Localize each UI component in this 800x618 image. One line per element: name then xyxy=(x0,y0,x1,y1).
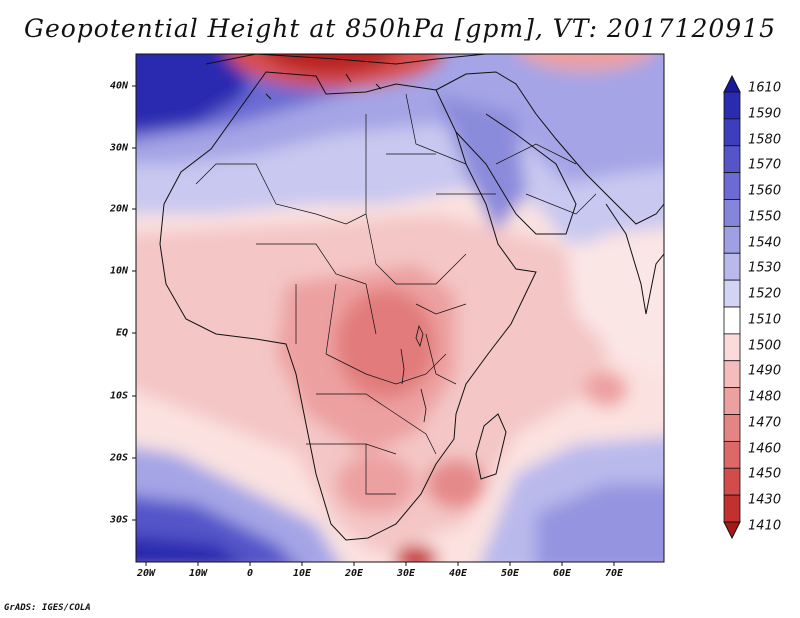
x-ticks xyxy=(145,562,615,566)
colorbar-label: 1580 xyxy=(748,132,782,148)
x-label-50e: 50E xyxy=(500,568,520,579)
y-label-20s: 20S xyxy=(109,452,128,464)
colorbar-label: 1430 xyxy=(748,492,782,508)
colorbar-label: 1550 xyxy=(748,209,782,225)
colorbar-swatch xyxy=(723,467,741,496)
y-label-10n: 10N xyxy=(109,265,128,277)
colorbar-swatch xyxy=(723,279,741,308)
y-label-10s: 10S xyxy=(109,390,128,402)
colorbar-swatch xyxy=(723,145,741,174)
x-label-10e: 10E xyxy=(292,568,312,579)
colorbar-label: 1450 xyxy=(748,466,782,482)
x-label-20w: 20W xyxy=(136,568,156,579)
colorbar-label: 1520 xyxy=(748,286,782,302)
colorbar-swatch xyxy=(723,199,741,227)
colorbar-label: 1460 xyxy=(748,441,782,457)
colorbar-label: 1470 xyxy=(748,415,782,431)
colorbar-swatch xyxy=(723,91,741,120)
colorbar-label: 1590 xyxy=(748,106,782,122)
x-label-30e: 30E xyxy=(396,568,416,579)
colorbar-swatch xyxy=(723,333,741,362)
colorbar-swatch xyxy=(723,387,741,415)
colorbar-label: 1530 xyxy=(748,260,782,276)
colorbar-label: 1560 xyxy=(748,183,782,199)
colorbar-label: 1490 xyxy=(748,363,782,379)
colorbar-swatch xyxy=(723,118,741,147)
colorbar-swatch xyxy=(723,252,741,281)
y-label-30s: 30S xyxy=(109,514,128,526)
colorbar-min-triangle xyxy=(723,521,741,540)
colorbar-swatch xyxy=(723,306,741,335)
colorbar-label: 1410 xyxy=(748,518,782,534)
colorbar-swatch xyxy=(723,494,741,523)
geopotential-field xyxy=(136,54,664,562)
colorbar-swatch xyxy=(723,360,741,389)
y-label-40n: 40N xyxy=(109,80,128,92)
colorbar-label: 1480 xyxy=(748,389,782,405)
y-label-20n: 20N xyxy=(109,203,128,215)
map-plot-area xyxy=(136,54,664,562)
colorbar-label: 1510 xyxy=(748,312,782,328)
y-label-30n: 30N xyxy=(109,142,128,154)
colorbar-swatch xyxy=(723,225,741,254)
x-label-20e: 20E xyxy=(344,568,364,579)
colorbar-swatch xyxy=(723,172,741,200)
colorbar-swatch xyxy=(723,414,741,442)
x-label-60e: 60E xyxy=(552,568,572,579)
x-label-10w: 10W xyxy=(188,568,208,579)
x-label-40e: 40E xyxy=(448,568,468,579)
colorbar-label: 1610 xyxy=(748,80,782,96)
colorbar xyxy=(723,74,741,540)
x-label-0: 0 xyxy=(246,568,254,579)
colorbar-label: 1500 xyxy=(748,338,782,354)
y-label-eq: EQ xyxy=(115,327,128,339)
grads-credit: GrADS: IGES/COLA xyxy=(4,603,91,613)
map-title: Geopotential Height at 850hPa [gpm], VT:… xyxy=(23,14,777,43)
colorbar-label: 1540 xyxy=(748,235,782,251)
colorbar-swatch xyxy=(723,440,741,469)
colorbar-max-triangle xyxy=(723,74,741,93)
x-label-70e: 70E xyxy=(604,568,624,579)
colorbar-label: 1570 xyxy=(748,157,782,173)
height-shading xyxy=(136,54,664,562)
